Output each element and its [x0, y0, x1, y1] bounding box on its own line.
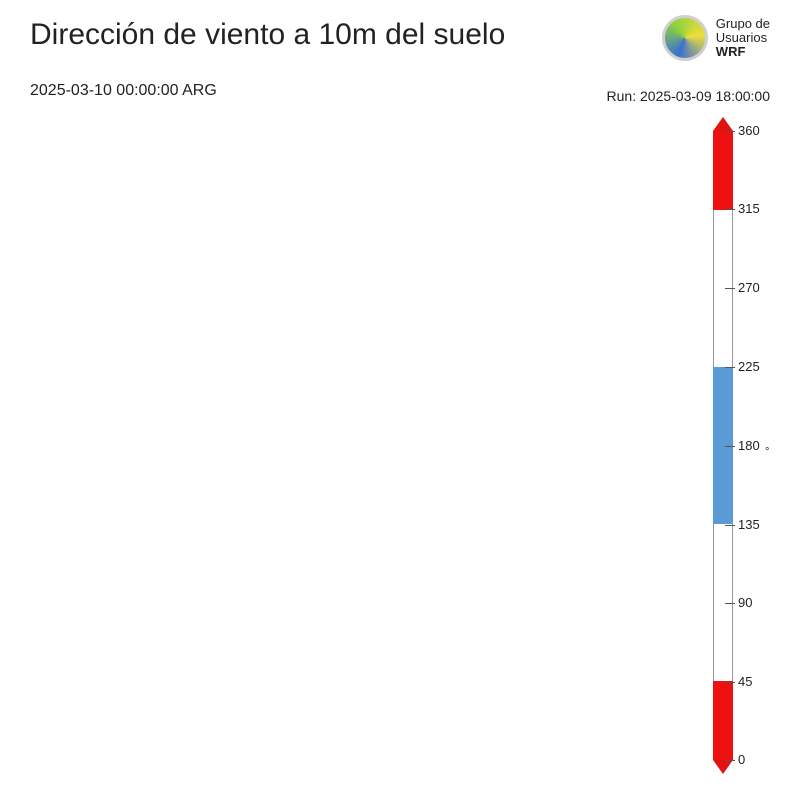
organization-name: Grupo de Usuarios WRF [716, 17, 770, 59]
wind-arrow-field [31, 118, 687, 774]
run-label: Run: 2025-03-09 18:00:00 [607, 88, 770, 104]
page-title: Dirección de viento a 10m del suelo [30, 18, 505, 52]
colorbar-arrow-bottom [713, 760, 733, 774]
date-label: 2025-03-10 00:00:00 ARG [30, 82, 217, 100]
colorbar-segment-red-high [713, 131, 733, 210]
colorbar[interactable]: 360 315 270 225 180 ° 135 90 45 0 [705, 117, 745, 774]
wind-direction-map[interactable] [30, 117, 687, 774]
colorbar-arrow-top [713, 117, 733, 131]
logo-group: Grupo de Usuarios WRF [662, 15, 770, 61]
organization-logo-icon [662, 15, 708, 61]
colorbar-segment-red-low [713, 681, 733, 760]
